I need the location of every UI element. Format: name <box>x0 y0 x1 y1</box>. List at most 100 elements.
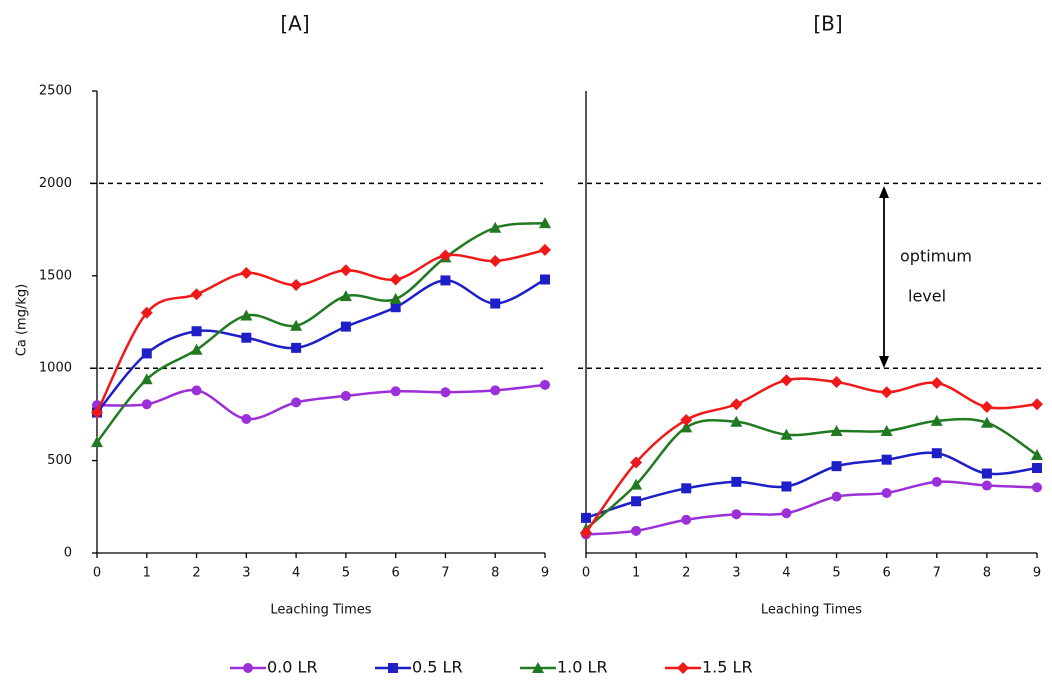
marker <box>1031 449 1043 461</box>
marker <box>140 373 153 385</box>
marker <box>540 379 550 390</box>
legend-marker <box>243 663 253 673</box>
x-tick-label: 1 <box>632 566 640 581</box>
marker <box>140 306 153 319</box>
x-tick-label: 2 <box>682 566 690 581</box>
x-tick-label: 4 <box>782 566 790 581</box>
legend-label: 0.0 LR <box>267 658 318 677</box>
x-axis-label: Leaching Times <box>270 603 371 618</box>
series-line <box>96 221 546 443</box>
marker <box>880 386 893 399</box>
x-tick-label: 2 <box>192 566 200 581</box>
marker <box>290 279 303 292</box>
marker <box>731 476 742 487</box>
marker <box>241 414 252 425</box>
annotation: optimum <box>900 247 972 266</box>
marker <box>931 476 942 487</box>
x-tick-label: 8 <box>983 566 991 581</box>
marker <box>389 273 402 286</box>
series-line <box>96 383 546 421</box>
arrow-head <box>879 186 889 198</box>
marker <box>439 249 452 262</box>
marker <box>440 275 451 286</box>
marker <box>930 376 943 389</box>
marker <box>930 414 943 426</box>
marker <box>781 508 792 519</box>
marker <box>489 255 502 268</box>
marker <box>339 290 352 302</box>
arrow-head <box>879 356 889 368</box>
y-tick-label: 0 <box>64 546 72 561</box>
legend-label: 1.0 LR <box>557 658 608 677</box>
marker <box>630 478 643 490</box>
marker <box>190 288 203 301</box>
legend-marker <box>532 662 544 673</box>
legend-label: 0.5 LR <box>412 658 463 677</box>
marker <box>91 436 103 448</box>
marker <box>631 525 642 536</box>
x-tick-label: 0 <box>582 566 590 581</box>
marker <box>881 487 892 498</box>
x-tick-label: 7 <box>441 566 449 581</box>
y-axis-label: Ca (mg/kg) <box>15 284 30 356</box>
marker <box>681 483 692 494</box>
marker <box>1032 482 1042 493</box>
marker <box>191 326 202 337</box>
marker <box>830 376 843 389</box>
x-tick-label: 9 <box>1033 566 1041 581</box>
marker <box>580 526 592 539</box>
marker <box>780 374 793 387</box>
marker <box>141 348 152 359</box>
y-tick-label: 1000 <box>39 361 72 376</box>
marker <box>981 480 992 491</box>
marker <box>831 491 842 502</box>
marker <box>489 221 502 233</box>
marker <box>830 425 843 437</box>
marker <box>731 509 742 520</box>
marker <box>191 385 202 396</box>
x-tick-label: 8 <box>491 566 499 581</box>
marker <box>980 416 993 428</box>
marker <box>340 390 351 401</box>
marker <box>240 267 253 280</box>
marker <box>680 421 693 433</box>
x-tick-label: 6 <box>392 566 400 581</box>
marker <box>141 399 152 410</box>
y-tick-label: 1500 <box>39 268 72 283</box>
series-line <box>585 451 1038 520</box>
series-line <box>584 377 1038 534</box>
x-tick-label: 3 <box>732 566 740 581</box>
x-tick-label: 4 <box>292 566 300 581</box>
annotation: level <box>908 287 946 306</box>
marker <box>581 512 591 523</box>
marker <box>1031 398 1043 411</box>
marker <box>931 448 942 459</box>
marker <box>780 428 793 440</box>
y-tick-label: 2500 <box>39 84 72 99</box>
x-tick-label: 6 <box>883 566 891 581</box>
marker <box>1032 462 1042 473</box>
marker <box>730 415 743 427</box>
marker <box>681 514 692 525</box>
panel-title: [B] <box>813 12 842 36</box>
marker <box>389 292 402 304</box>
marker <box>539 217 551 229</box>
legend-marker <box>388 663 398 673</box>
marker <box>831 461 842 472</box>
series-line <box>585 480 1038 536</box>
marker <box>291 397 302 408</box>
marker <box>980 401 993 414</box>
marker <box>881 454 892 465</box>
series-line <box>585 417 1038 530</box>
marker <box>490 298 501 309</box>
series-line <box>96 278 546 414</box>
marker <box>539 243 551 256</box>
marker <box>240 309 253 321</box>
marker <box>631 496 642 507</box>
marker <box>91 406 103 419</box>
legend-label: 1.5 LR <box>702 658 753 677</box>
marker <box>290 319 303 331</box>
marker <box>880 425 893 437</box>
marker <box>781 481 792 492</box>
marker <box>190 343 203 355</box>
